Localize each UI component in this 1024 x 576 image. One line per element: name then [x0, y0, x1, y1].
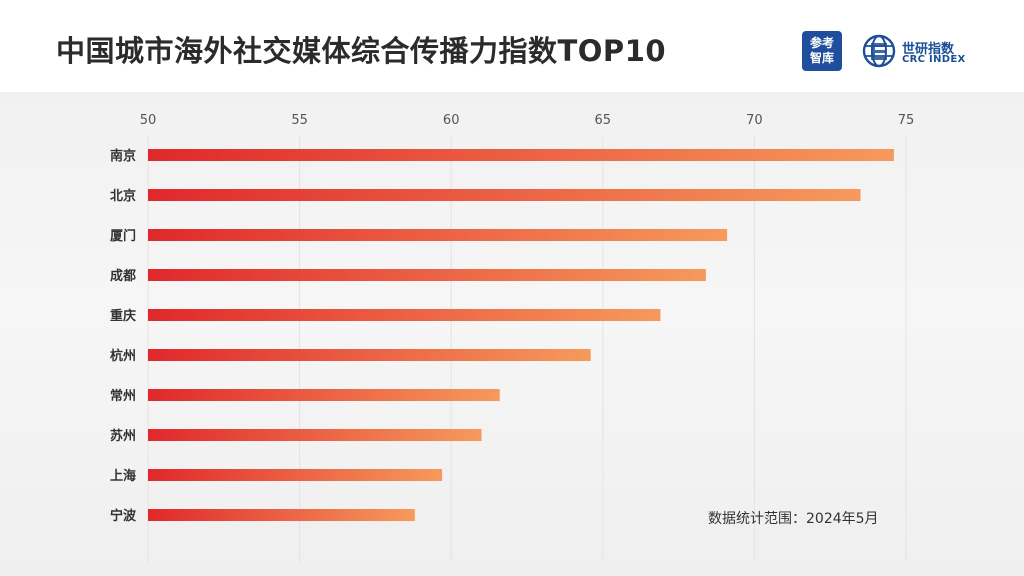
bar-2: [148, 189, 861, 201]
x-tick-label: 75: [898, 113, 915, 128]
bar-9: [148, 469, 443, 481]
category-label: 上海: [110, 468, 136, 484]
cankao-logo: 参考 智库: [802, 31, 842, 71]
x-tick-label: 60: [443, 113, 460, 128]
x-tick-label: 70: [746, 113, 763, 128]
page-title: 中国城市海外社交媒体综合传播力指数TOP10: [56, 34, 667, 68]
chart-area: 50 55 60 65 70 75 南京北京厦门成都重庆杭州常州苏州上海宁波: [0, 92, 1024, 576]
cankao-logo-line2: 智库: [809, 51, 834, 65]
bar-8: [148, 429, 482, 441]
category-label: 北京: [110, 188, 136, 204]
x-tick-label: 55: [291, 113, 308, 128]
crc-logo-name: 世研指数: [902, 42, 955, 57]
cankao-logo-line1: 参考: [809, 36, 834, 50]
bar-5: [148, 309, 661, 321]
category-label: 苏州: [110, 428, 136, 444]
x-tick-label: 65: [595, 113, 612, 128]
bar-6: [148, 349, 591, 361]
footnote: 数据统计范围：2024年5月: [708, 511, 879, 527]
category-label: 厦门: [110, 228, 136, 244]
globe-icon: [862, 34, 896, 68]
header: 中国城市海外社交媒体综合传播力指数TOP10 参考 智库 世研指数 CRC IN…: [0, 0, 1024, 92]
bar-3: [148, 229, 728, 241]
category-label: 杭州: [110, 348, 136, 364]
bar-1: [148, 149, 894, 161]
crc-logo-sub: CRC INDEX: [902, 54, 966, 65]
category-label: 南京: [110, 148, 136, 164]
bar-10: [148, 509, 415, 521]
category-label: 宁波: [110, 508, 137, 524]
category-label: 常州: [110, 388, 136, 404]
category-label: 成都: [110, 268, 136, 284]
category-label: 重庆: [110, 308, 136, 324]
bar-7: [148, 389, 500, 401]
x-tick-label: 50: [140, 113, 157, 128]
bar-4: [148, 269, 706, 281]
